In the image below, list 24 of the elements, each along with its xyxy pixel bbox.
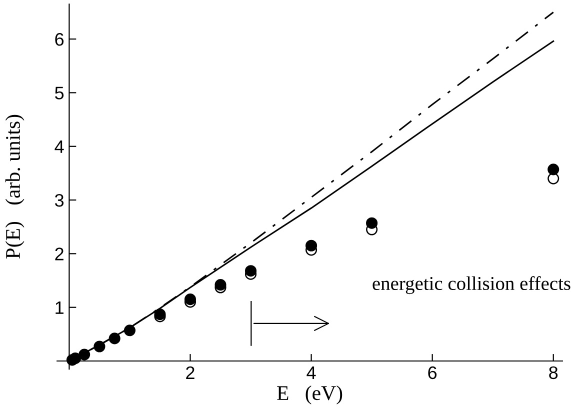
point (184, 294, 196, 306)
y-axis-title: P(E) (arb. units) (5, 114, 24, 259)
y-tick-label: 4 (54, 140, 64, 153)
y-tick-label: 2 (55, 248, 64, 260)
x-tick-label: 4 (306, 366, 316, 379)
point (214, 279, 226, 291)
point (244, 265, 257, 277)
point (366, 217, 378, 229)
y-tick-label: 5 (55, 86, 64, 100)
point (94, 340, 106, 352)
x-axis-title: E (eV) (277, 385, 342, 404)
point (548, 172, 560, 184)
x-tick-label: 8 (549, 366, 558, 380)
y-tick-label: 1 (56, 301, 64, 314)
y-tick-label: 3 (54, 194, 64, 207)
x-tick-label: 6 (428, 366, 437, 380)
annotation: energetic collision effects (372, 276, 570, 294)
point (306, 240, 318, 252)
point (124, 324, 136, 336)
point (548, 164, 560, 176)
x-tick-label: 2 (186, 366, 194, 379)
point (78, 348, 90, 360)
point (108, 332, 120, 344)
y-tick-label: 6 (55, 32, 64, 46)
